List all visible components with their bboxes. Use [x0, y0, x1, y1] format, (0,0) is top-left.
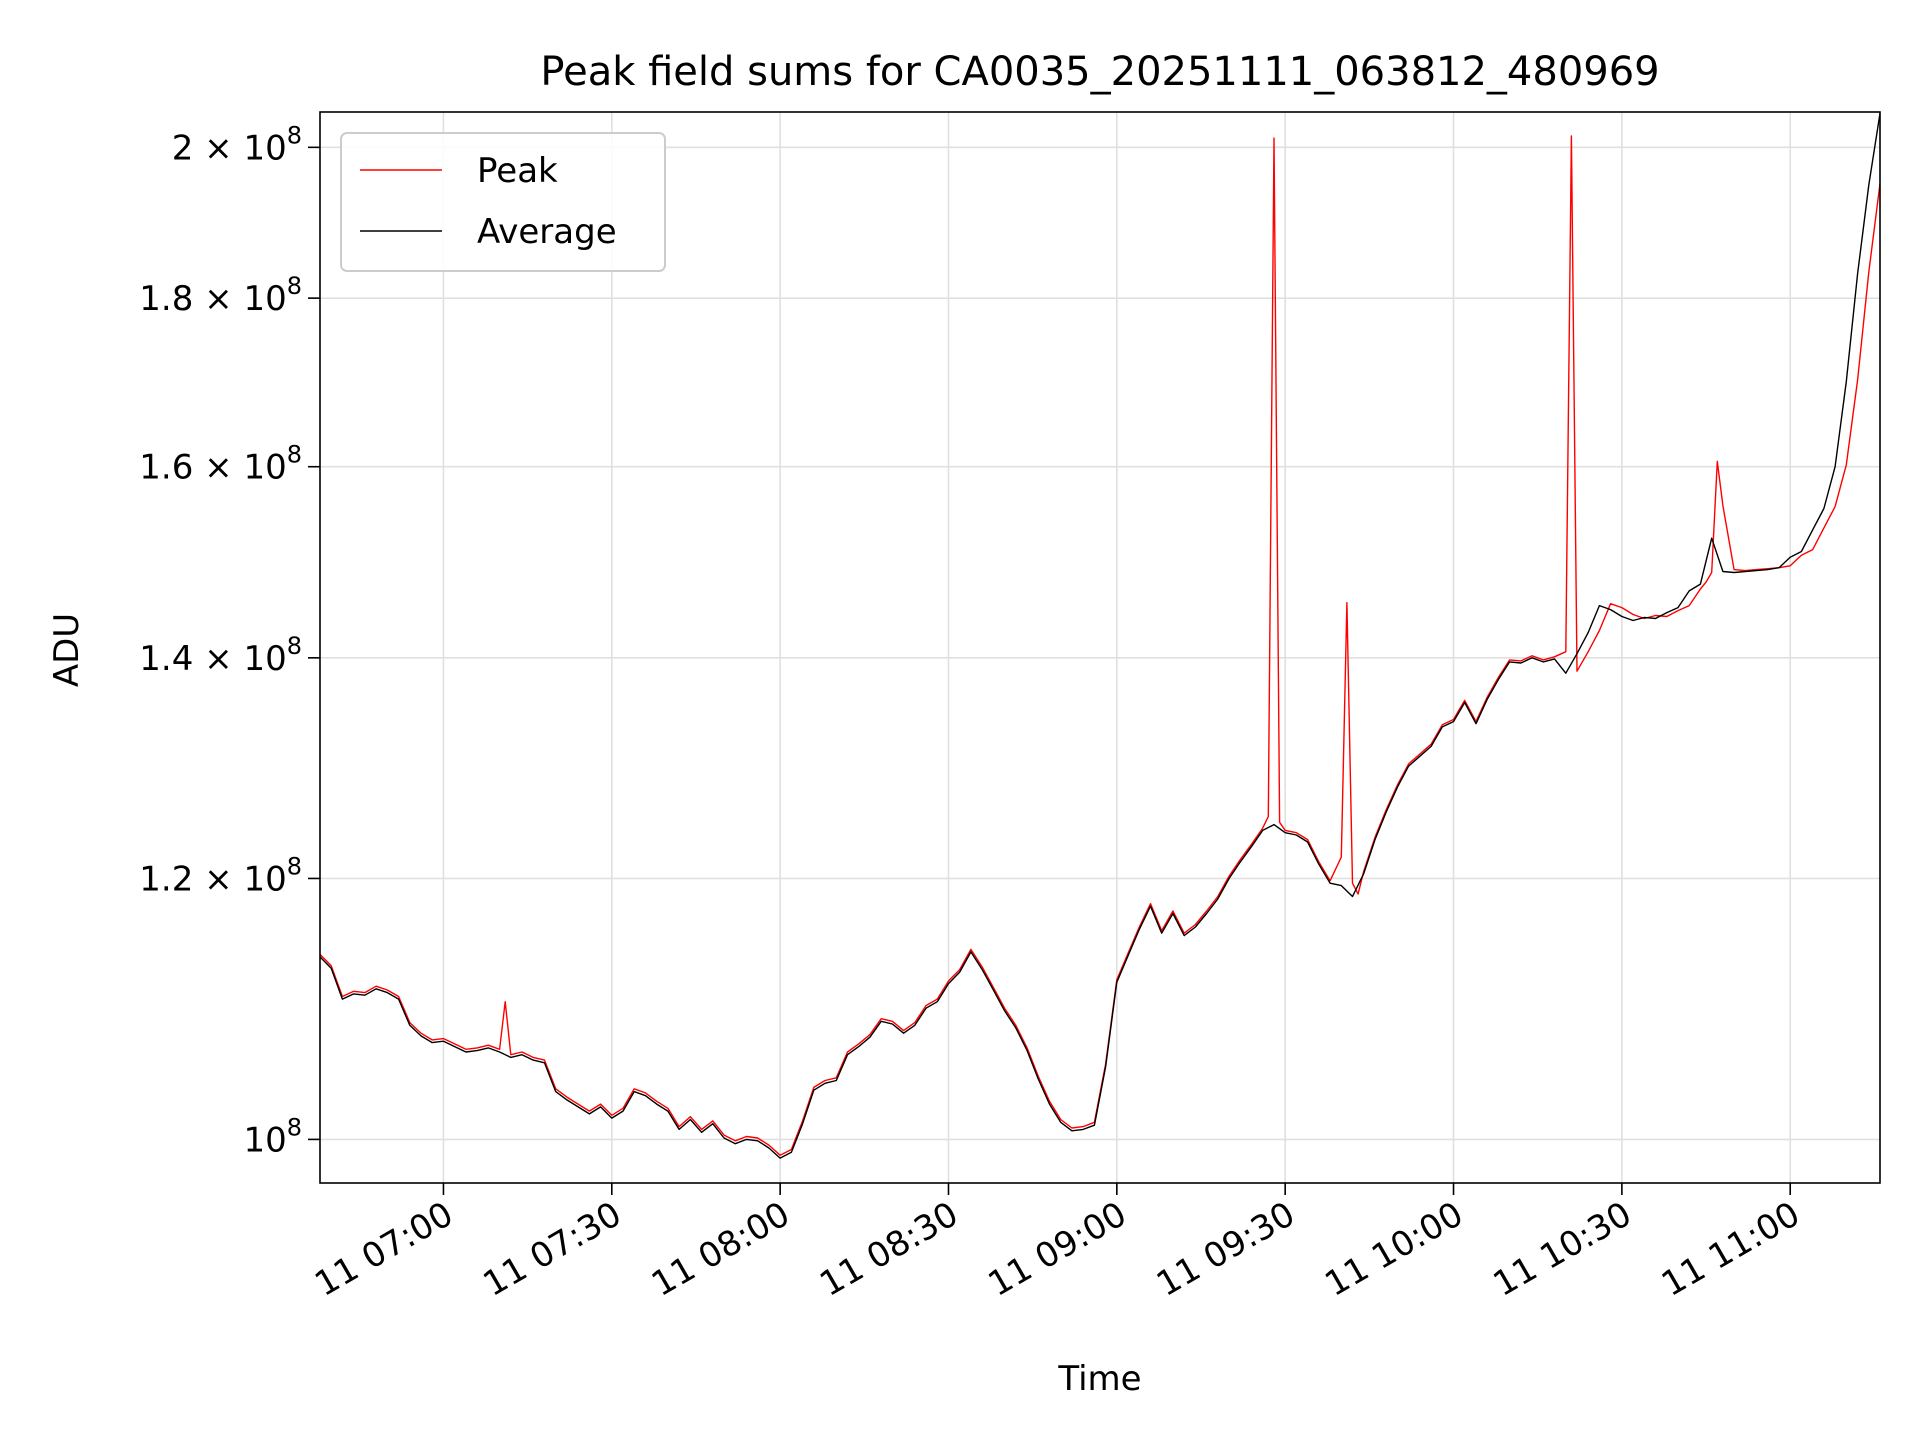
- y-tick-label: 1.4 × 108: [139, 632, 302, 679]
- y-tick-label-exponent: 8: [287, 632, 302, 660]
- plot-frame: [319, 111, 1881, 1184]
- legend-box: [340, 132, 666, 272]
- series-line-peak: [319, 135, 1881, 1156]
- y-tick-label-exponent: 8: [287, 121, 302, 149]
- y-tick-label: 2 × 108: [172, 121, 302, 168]
- x-axis-label: Time: [1057, 1359, 1141, 1399]
- legend: Peak Average: [340, 132, 666, 272]
- y-tick-label-base: 2 × 10: [172, 128, 287, 168]
- y-tick-label: 108: [243, 1113, 302, 1160]
- y-tick-label-base: 10: [243, 1120, 286, 1160]
- y-tick-label: 1.8 × 108: [139, 272, 302, 319]
- chart-title: Peak field sums for CA0035_20251111_0638…: [540, 49, 1659, 95]
- legend-label-average: Average: [477, 212, 617, 252]
- grid: [320, 112, 1880, 1183]
- y-tick-label: 1.2 × 108: [139, 852, 302, 899]
- y-tick-label-base: 1.8 × 10: [139, 279, 286, 319]
- y-tick-label: 1.6 × 108: [139, 441, 302, 488]
- y-tick-label-base: 1.6 × 10: [139, 448, 286, 488]
- y-tick-label-exponent: 8: [287, 1113, 302, 1141]
- y-tick-label-exponent: 8: [287, 852, 302, 880]
- series-line-average: [319, 113, 1881, 1159]
- plot-series: [319, 113, 1881, 1159]
- y-tick-label-base: 1.2 × 10: [139, 859, 286, 899]
- y-tick-label-base: 1.4 × 10: [139, 639, 286, 679]
- y-tick-label-exponent: 8: [287, 272, 302, 300]
- y-axis-label: ADU: [47, 613, 87, 687]
- legend-label-peak: Peak: [477, 151, 558, 191]
- y-tick-label-exponent: 8: [287, 441, 302, 469]
